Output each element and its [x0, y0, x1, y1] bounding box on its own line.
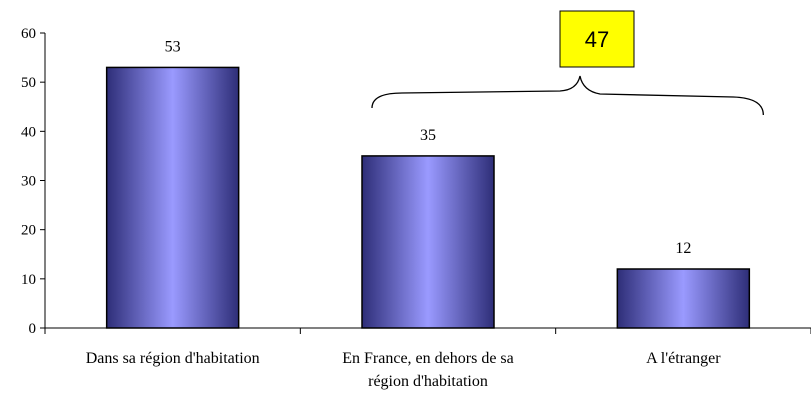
y-tick-label: 40 — [21, 124, 36, 140]
bar — [105, 66, 240, 329]
data-label: 35 — [420, 127, 436, 144]
category-label: région d'habitation — [368, 373, 488, 390]
y-tick-label: 20 — [21, 223, 36, 239]
y-tick-label: 60 — [21, 26, 36, 42]
callout-box — [559, 10, 635, 68]
y-tick-label: 10 — [21, 272, 36, 288]
callout-label: 47 — [585, 27, 609, 52]
category-label: A l'étranger — [646, 350, 721, 367]
category-label: En France, en dehors de sa — [342, 350, 514, 367]
category-label: Dans sa région d'habitation — [86, 350, 260, 367]
data-label: 53 — [165, 38, 181, 55]
callout-brace — [371, 75, 764, 116]
bar — [361, 155, 495, 329]
data-label: 12 — [675, 240, 691, 257]
y-tick-label: 30 — [21, 174, 36, 190]
y-tick-label: 50 — [21, 75, 36, 91]
y-tick-label: 0 — [29, 321, 37, 337]
bar — [616, 268, 751, 329]
